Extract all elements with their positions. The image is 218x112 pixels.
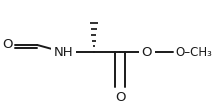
Text: O: O	[141, 46, 152, 59]
Text: O: O	[2, 38, 13, 51]
Text: NH: NH	[54, 46, 73, 59]
Text: O: O	[115, 91, 126, 104]
Text: O–CH₃: O–CH₃	[175, 46, 212, 59]
